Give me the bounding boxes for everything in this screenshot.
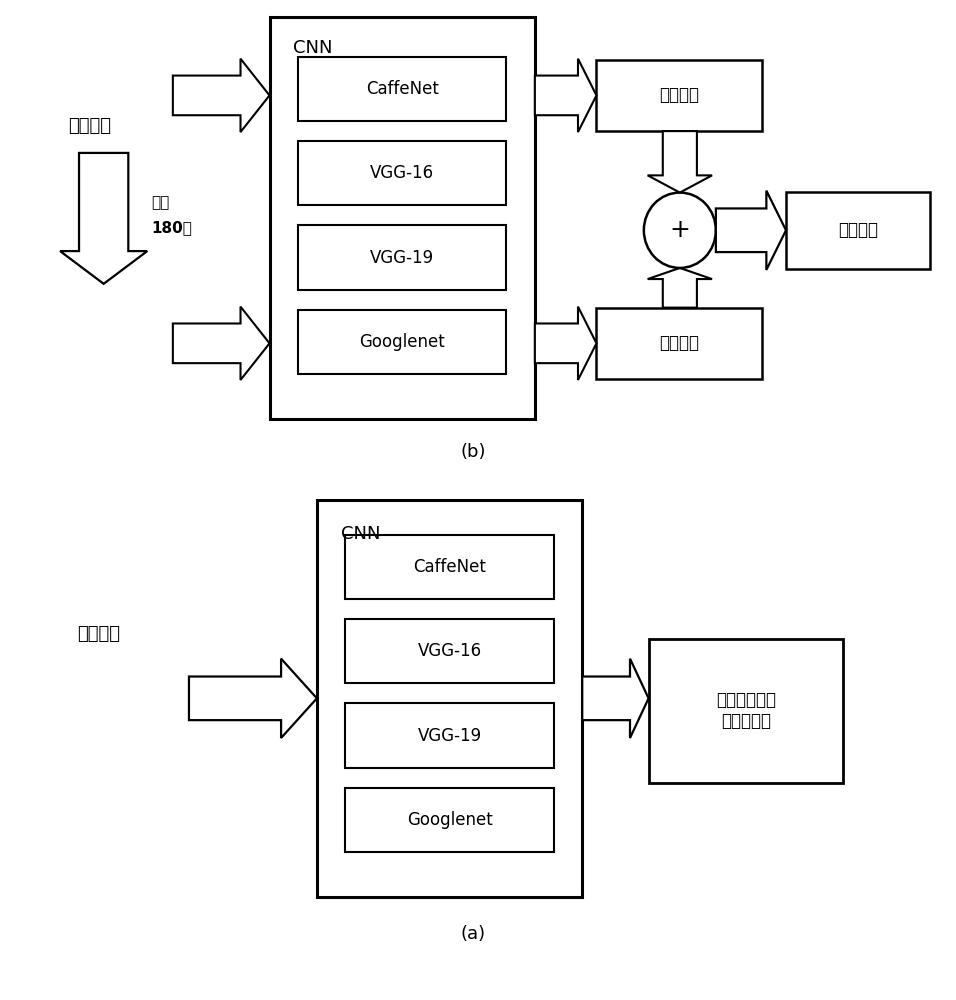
Polygon shape	[582, 659, 648, 738]
Bar	[345, 619, 554, 683]
Text: CNN: CNN	[340, 525, 380, 543]
Text: 是否危险: 是否危险	[838, 221, 878, 239]
Text: Googlenet: Googlenet	[406, 811, 492, 829]
Text: VGG-16: VGG-16	[370, 164, 434, 182]
Bar	[345, 703, 554, 768]
Bar	[786, 192, 930, 269]
Text: 180度: 180度	[151, 220, 192, 235]
Polygon shape	[173, 59, 270, 132]
Text: 旋转: 旋转	[151, 195, 169, 210]
Bar	[298, 57, 507, 121]
Circle shape	[643, 193, 716, 268]
Polygon shape	[534, 307, 597, 380]
Bar	[597, 308, 762, 379]
Text: Googlenet: Googlenet	[359, 333, 445, 351]
Polygon shape	[716, 191, 786, 270]
Text: 图片中是否含
有危险物品: 图片中是否含 有危险物品	[716, 691, 775, 730]
Polygon shape	[189, 659, 316, 738]
Text: 原始图片: 原始图片	[68, 117, 111, 135]
Bar	[345, 535, 554, 599]
Bar	[316, 500, 582, 897]
Text: CNN: CNN	[293, 39, 333, 57]
Bar	[597, 60, 762, 131]
Polygon shape	[534, 59, 597, 132]
Text: VGG-19: VGG-19	[418, 727, 482, 745]
Text: CaffeNet: CaffeNet	[413, 558, 486, 576]
Text: +: +	[669, 218, 690, 242]
Bar	[298, 141, 507, 205]
Bar	[345, 788, 554, 852]
Bar	[270, 17, 534, 419]
Polygon shape	[173, 307, 270, 380]
Polygon shape	[647, 268, 712, 308]
Text: 是否危险: 是否危险	[660, 86, 700, 104]
Bar	[648, 639, 843, 783]
Text: VGG-16: VGG-16	[418, 642, 482, 660]
Text: 原始图片: 原始图片	[77, 625, 120, 643]
Text: 是否危险: 是否危险	[660, 334, 700, 352]
Polygon shape	[60, 153, 147, 284]
Text: (a): (a)	[461, 925, 486, 943]
Text: CaffeNet: CaffeNet	[366, 80, 439, 98]
Bar	[298, 310, 507, 374]
Polygon shape	[647, 131, 712, 193]
Bar	[298, 225, 507, 290]
Text: VGG-19: VGG-19	[370, 249, 434, 267]
Text: (b): (b)	[461, 443, 486, 461]
